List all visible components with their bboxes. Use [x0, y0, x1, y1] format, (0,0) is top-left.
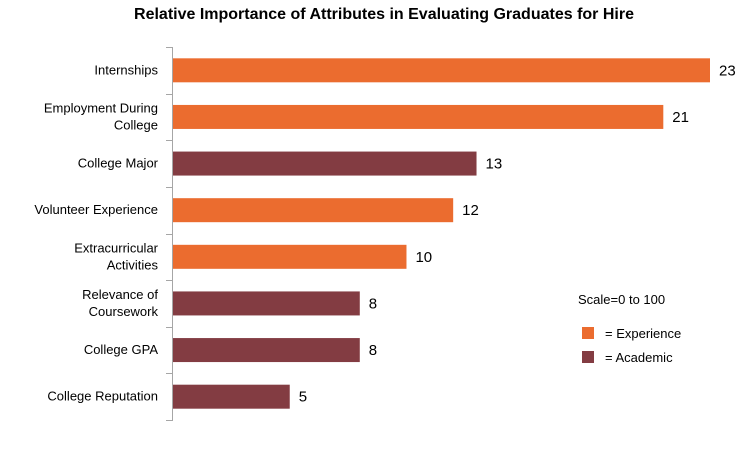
category-labels: Internships Employment During College Colle…	[34, 62, 158, 403]
value-label: 8	[369, 295, 377, 312]
legend-label: = Academic	[605, 350, 673, 365]
value-label: 13	[486, 156, 503, 173]
category-label-line: College Reputation	[47, 389, 158, 404]
legend: = Experience = Academic	[582, 326, 681, 365]
bar	[173, 384, 290, 409]
bar	[173, 151, 477, 176]
category-label-line: Volunteer Experience	[34, 202, 158, 217]
category-label: Extracurricular Activities	[74, 240, 158, 272]
bar	[173, 198, 454, 223]
value-label: 23	[719, 62, 736, 79]
value-labels: 23 21 13 12 10 8 8 5	[299, 62, 736, 405]
scale-note: Scale=0 to 100	[578, 292, 665, 307]
value-label: 21	[672, 109, 689, 126]
bar	[173, 338, 360, 363]
bar	[173, 291, 360, 316]
chart-title: Relative Importance of Attributes in Eva…	[134, 6, 634, 23]
category-label: College Major	[78, 156, 159, 171]
category-label: College Reputation	[47, 389, 158, 404]
category-label: Volunteer Experience	[34, 202, 158, 217]
value-label: 12	[462, 202, 479, 219]
category-label-line: Extracurricular	[74, 240, 158, 255]
legend-swatch	[582, 351, 594, 363]
category-label-line: Internships	[94, 62, 158, 77]
category-label-line: Relevance of	[82, 287, 158, 302]
value-label: 10	[415, 249, 432, 266]
category-label-line: Employment During	[44, 100, 158, 115]
category-label: Employment During College	[44, 100, 158, 132]
category-label-line: College	[114, 117, 158, 132]
bars	[173, 58, 710, 409]
category-label: College GPA	[84, 342, 159, 357]
value-label: 8	[369, 342, 377, 359]
category-label: Internships	[94, 62, 158, 77]
category-label: Relevance of Coursework	[82, 287, 158, 319]
legend-swatch	[582, 327, 594, 339]
value-label: 5	[299, 389, 307, 406]
category-label-line: Coursework	[89, 304, 159, 319]
category-label-line: College Major	[78, 156, 159, 171]
category-label-line: Activities	[107, 257, 159, 272]
y-axis-ticks	[166, 47, 173, 421]
bar	[173, 244, 407, 269]
legend-label: = Experience	[605, 326, 681, 341]
bar	[173, 104, 664, 129]
bar	[173, 58, 710, 83]
category-label-line: College GPA	[84, 342, 159, 357]
